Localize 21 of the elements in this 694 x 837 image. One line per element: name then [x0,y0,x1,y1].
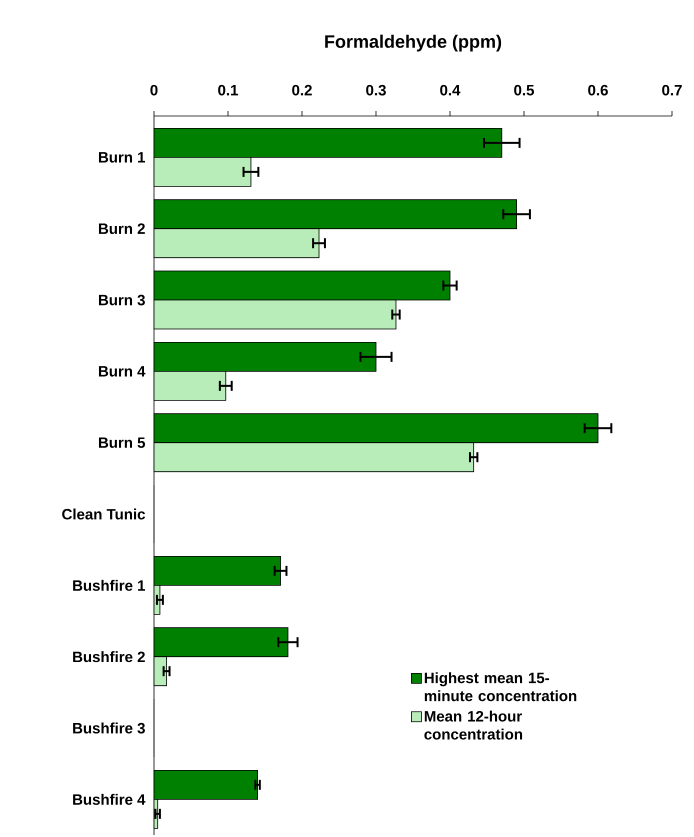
x-tick-label: 0.2 [292,84,312,96]
x-tick-label: 0.7 [662,84,682,96]
chart-title: Formaldehyde (ppm) [325,34,502,52]
y-tick-label: Clean Tunic [62,508,146,520]
y-tick-label: Burn 5 [98,437,146,448]
x-tick-label: 0 [150,84,158,96]
x-tick-label: 0.3 [366,84,386,96]
y-tick-label: Burn 1 [98,152,146,163]
legend-label: Mean 12-hour concentration [424,710,522,740]
y-tick-label: Bushfire 4 [73,794,146,805]
y-tick-label: Burn 2 [98,223,145,234]
y-tick-label: Bushfire 2 [73,651,145,662]
x-tick-label: 0.4 [440,84,460,96]
y-tick-label: Burn 3 [98,294,145,306]
y-tick-label: Bushfire 3 [73,722,145,734]
x-tick-label: 0.5 [514,84,534,96]
x-tick-label: 0.6 [588,84,608,96]
x-tick-label: 0.1 [218,84,238,96]
y-tick-label: Burn 4 [98,366,146,377]
y-tick-label: Bushfire 1 [73,580,146,591]
legend-label: Highest mean 15-minute concentration [424,672,576,702]
